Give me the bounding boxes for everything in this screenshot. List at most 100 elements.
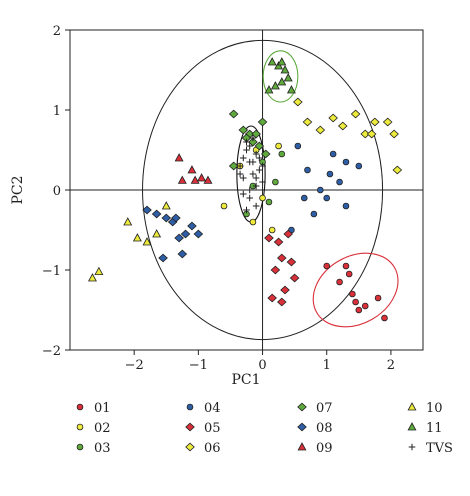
y-axis: −2 −1 0 1 2 <box>42 24 70 359</box>
y-tick-label: −1 <box>42 264 61 279</box>
data-point <box>323 194 331 202</box>
data-point <box>277 297 287 307</box>
data-point <box>360 129 371 139</box>
data-point <box>187 165 197 174</box>
y-tick-label: −2 <box>42 344 61 359</box>
data-point <box>342 202 350 210</box>
legend-item-09: 09 <box>297 441 333 456</box>
legend-item-06: 06 <box>185 441 221 456</box>
data-point <box>389 129 399 139</box>
x-tick-label: 1 <box>323 358 331 373</box>
data-point <box>177 249 188 259</box>
data-point <box>236 162 244 170</box>
data-point <box>270 265 281 275</box>
data-point <box>220 202 228 210</box>
data-point <box>252 174 260 182</box>
data-point <box>310 210 318 218</box>
data-point <box>260 149 271 159</box>
data-point <box>236 170 244 178</box>
series-08 <box>142 205 204 263</box>
data-point <box>174 153 184 162</box>
legend-marker <box>185 422 195 432</box>
series-10 <box>87 201 171 282</box>
legend-item-11: 11 <box>407 421 443 436</box>
data-point <box>264 233 274 243</box>
data-point <box>286 85 296 94</box>
legend-marker <box>76 403 84 411</box>
data-point <box>336 278 343 286</box>
legend-label: 03 <box>94 441 111 456</box>
data-point <box>246 186 254 194</box>
data-point <box>252 182 260 190</box>
x-axis-title: PC1 <box>231 372 260 388</box>
data-point <box>158 253 168 263</box>
data-point <box>264 85 274 94</box>
cluster-ellipse-1 <box>312 252 399 328</box>
data-point <box>177 175 187 184</box>
x-tick-label: 2 <box>387 358 395 373</box>
data-point <box>283 73 293 82</box>
legend-label: 09 <box>316 441 333 456</box>
legend-marker <box>408 443 416 451</box>
data-point <box>280 65 290 74</box>
series-05 <box>264 229 300 307</box>
legend-marker <box>76 443 84 451</box>
data-point <box>239 154 247 162</box>
x-axis: −2 −1 0 1 2 <box>125 350 395 373</box>
data-point <box>304 166 311 174</box>
data-point <box>249 170 257 178</box>
data-point <box>190 175 200 184</box>
data-point <box>259 178 266 186</box>
data-point <box>270 81 280 90</box>
data-point <box>152 229 162 238</box>
series-01 <box>323 262 388 322</box>
data-point <box>142 237 152 246</box>
data-point <box>174 233 184 243</box>
data-point <box>249 218 257 226</box>
data-point <box>267 57 277 66</box>
legend-item-tvs: TVS <box>408 441 453 456</box>
data-point <box>239 174 247 182</box>
data-point <box>302 117 313 127</box>
data-point <box>366 129 377 139</box>
data-point <box>259 194 266 202</box>
data-point <box>239 190 247 198</box>
data-point <box>326 170 334 178</box>
data-point <box>161 201 171 210</box>
legend-label: 11 <box>426 421 443 436</box>
data-point <box>180 229 191 239</box>
y-tick-label: 1 <box>53 104 61 119</box>
legend-marker <box>407 422 417 431</box>
data-point <box>345 270 353 278</box>
data-point <box>289 273 300 283</box>
legend-marker <box>185 442 195 452</box>
data-point <box>361 302 369 310</box>
cluster-ellipse-2 <box>262 50 299 103</box>
data-point <box>132 233 142 242</box>
x-tick-label: −1 <box>189 358 208 373</box>
data-point <box>277 57 287 66</box>
data-point <box>283 229 294 239</box>
data-point <box>243 138 250 146</box>
data-point <box>272 178 279 186</box>
legend-marker <box>297 402 307 412</box>
legend-label: 01 <box>94 401 111 416</box>
data-points <box>87 57 403 322</box>
series-09 <box>174 153 213 184</box>
data-point <box>355 306 363 314</box>
data-point <box>323 262 331 270</box>
legend-item-01: 01 <box>76 401 111 416</box>
unit-circle <box>142 39 384 341</box>
data-point <box>300 194 308 202</box>
data-point <box>238 125 249 135</box>
data-point <box>277 77 287 86</box>
legend-marker <box>186 403 194 411</box>
legend-label: 05 <box>204 421 221 436</box>
y-axis-title: PC2 <box>10 175 26 204</box>
y-tick-label: 0 <box>53 184 61 199</box>
data-point <box>278 150 286 158</box>
legend-label: 08 <box>316 421 333 436</box>
data-point <box>246 142 254 150</box>
data-point <box>381 314 388 322</box>
